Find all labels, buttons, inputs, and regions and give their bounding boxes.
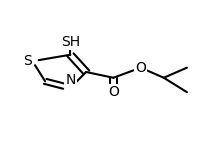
- Text: O: O: [108, 85, 119, 99]
- Text: S: S: [23, 54, 32, 68]
- Text: N: N: [65, 73, 76, 87]
- Text: SH: SH: [61, 35, 80, 49]
- Text: O: O: [135, 61, 146, 75]
